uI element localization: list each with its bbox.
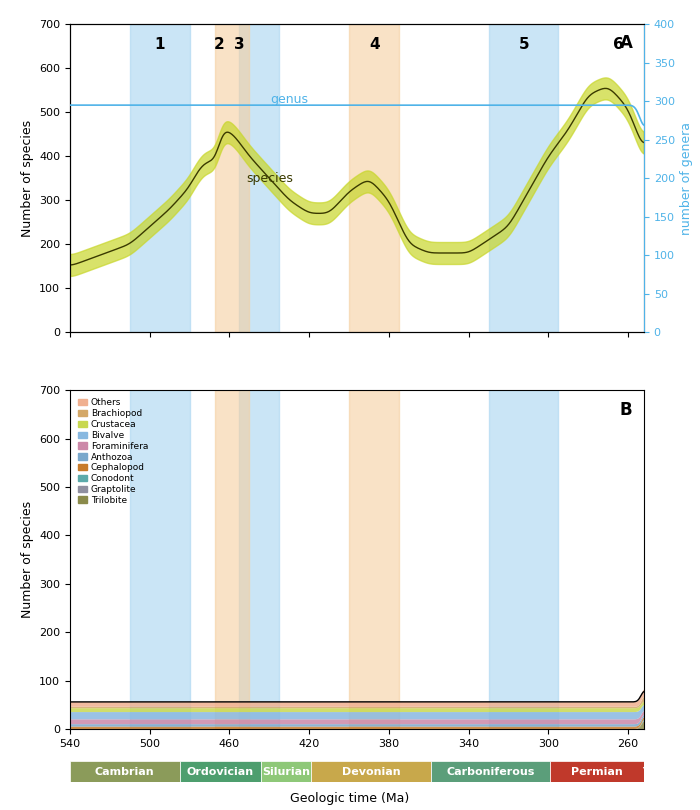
Text: Geologic time (Ma): Geologic time (Ma) (290, 792, 410, 805)
Text: Silurian: Silurian (262, 766, 310, 777)
Legend: Others, Brachiopod, Crustacea, Bivalve, Foraminifera, Anthozoa, Cephalopod, Cono: Others, Brachiopod, Crustacea, Bivalve, … (74, 394, 152, 509)
Y-axis label: Number of species: Number of species (20, 120, 34, 237)
Bar (70, 761, 180, 782)
Text: 3: 3 (234, 37, 245, 53)
Text: Carboniferous: Carboniferous (447, 766, 535, 777)
Text: 4: 4 (370, 37, 380, 53)
Bar (180, 761, 261, 782)
Text: species: species (246, 172, 293, 185)
Text: A: A (620, 33, 633, 52)
Text: 2: 2 (214, 37, 225, 53)
Bar (216, 390, 249, 729)
Bar (261, 761, 312, 782)
Bar (130, 390, 190, 729)
Text: Tr: Tr (643, 766, 653, 777)
Text: 5: 5 (519, 37, 530, 53)
Bar (550, 761, 644, 782)
Bar (489, 24, 559, 332)
Text: 1: 1 (155, 37, 165, 53)
Text: B: B (620, 400, 633, 419)
Text: Cambrian: Cambrian (95, 766, 155, 777)
Y-axis label: number of genera: number of genera (680, 122, 694, 235)
Bar (489, 390, 559, 729)
Text: 6: 6 (612, 37, 624, 53)
Bar (216, 24, 249, 332)
Bar (349, 24, 399, 332)
Bar (312, 761, 430, 782)
Bar (239, 390, 279, 729)
Bar (430, 761, 550, 782)
Bar (644, 761, 652, 782)
Bar (130, 24, 190, 332)
Y-axis label: Number of species: Number of species (20, 501, 34, 618)
Bar (239, 24, 279, 332)
Text: genus: genus (270, 92, 308, 105)
Text: Devonian: Devonian (342, 766, 400, 777)
Bar (349, 390, 399, 729)
Text: Ordovician: Ordovician (187, 766, 254, 777)
Text: Permian: Permian (571, 766, 623, 777)
